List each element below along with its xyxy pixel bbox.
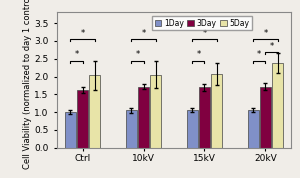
Text: *: * bbox=[141, 29, 146, 38]
Bar bbox=[248, 110, 259, 148]
Text: *: * bbox=[269, 41, 274, 51]
Text: *: * bbox=[202, 29, 207, 38]
Bar bbox=[65, 112, 76, 148]
Bar bbox=[211, 74, 222, 148]
Y-axis label: Cell Viability (normalized to day 1 control): Cell Viability (normalized to day 1 cont… bbox=[22, 0, 32, 169]
Text: *: * bbox=[257, 50, 261, 59]
Bar bbox=[260, 87, 271, 148]
Bar bbox=[89, 75, 100, 148]
Bar bbox=[187, 110, 198, 148]
Bar bbox=[199, 87, 210, 148]
Bar bbox=[272, 63, 283, 148]
Text: *: * bbox=[263, 29, 268, 38]
Bar bbox=[77, 90, 88, 148]
Text: *: * bbox=[80, 29, 85, 38]
Text: *: * bbox=[196, 50, 200, 59]
Text: *: * bbox=[135, 50, 140, 59]
Bar bbox=[126, 110, 137, 148]
Bar bbox=[138, 87, 149, 148]
Bar bbox=[150, 75, 161, 148]
Text: *: * bbox=[74, 50, 79, 59]
Legend: 1Day, 3Day, 5Day: 1Day, 3Day, 5Day bbox=[152, 16, 252, 30]
